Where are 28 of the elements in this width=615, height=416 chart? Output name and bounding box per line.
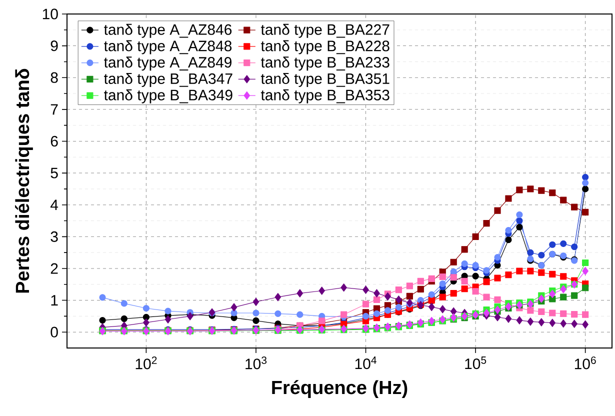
legend-label: tanδ type B_BA347 [104,72,232,87]
x-tick-label: 10$^{5}$ [465,356,486,370]
y-tick-label: 4 [50,200,58,210]
legend-label: tanδ type B_BA351 [260,72,390,87]
x-tick-label: 10$^{3}$ [246,356,267,370]
y-tick-label: 1 [51,295,58,306]
y-tick-label: 3 [50,231,58,242]
y-tick-label: 5 [50,168,58,178]
y-tick-label: 2 [50,263,58,274]
y-tick-label: 9 [50,40,58,52]
y-axis-title: Pertes diélectriques tanδ [15,68,33,293]
y-tick-label: 10 [42,8,58,20]
y-tick-label: 6 [50,136,58,147]
legend-label: tanδ type B_BA349 [104,89,232,104]
x-tick-label: 10$^{6}$ [574,356,596,370]
x-tick-label: 10$^{2}$ [136,356,157,370]
y-tick-label: 8 [50,72,58,83]
x-tick-label: 10$^{4}$ [355,356,376,370]
legend-label: tanδ type B_BA353 [260,89,390,104]
legend-label: tanδ type B_BA228 [260,40,390,54]
legend-label: tanδ type B_BA227 [260,24,390,38]
legend-label: tanδ type A_AZ848 [104,40,232,54]
legend-label: tanδ type A_AZ846 [104,24,232,38]
x-axis-title: Fréquence (Hz) [272,380,408,398]
legend-label: tanδ type A_AZ849 [104,56,232,71]
y-tick-label: 0 [50,326,58,338]
legend-label: tanδ type B_BA233 [260,56,390,71]
y-tick-label: 7 [50,104,58,115]
